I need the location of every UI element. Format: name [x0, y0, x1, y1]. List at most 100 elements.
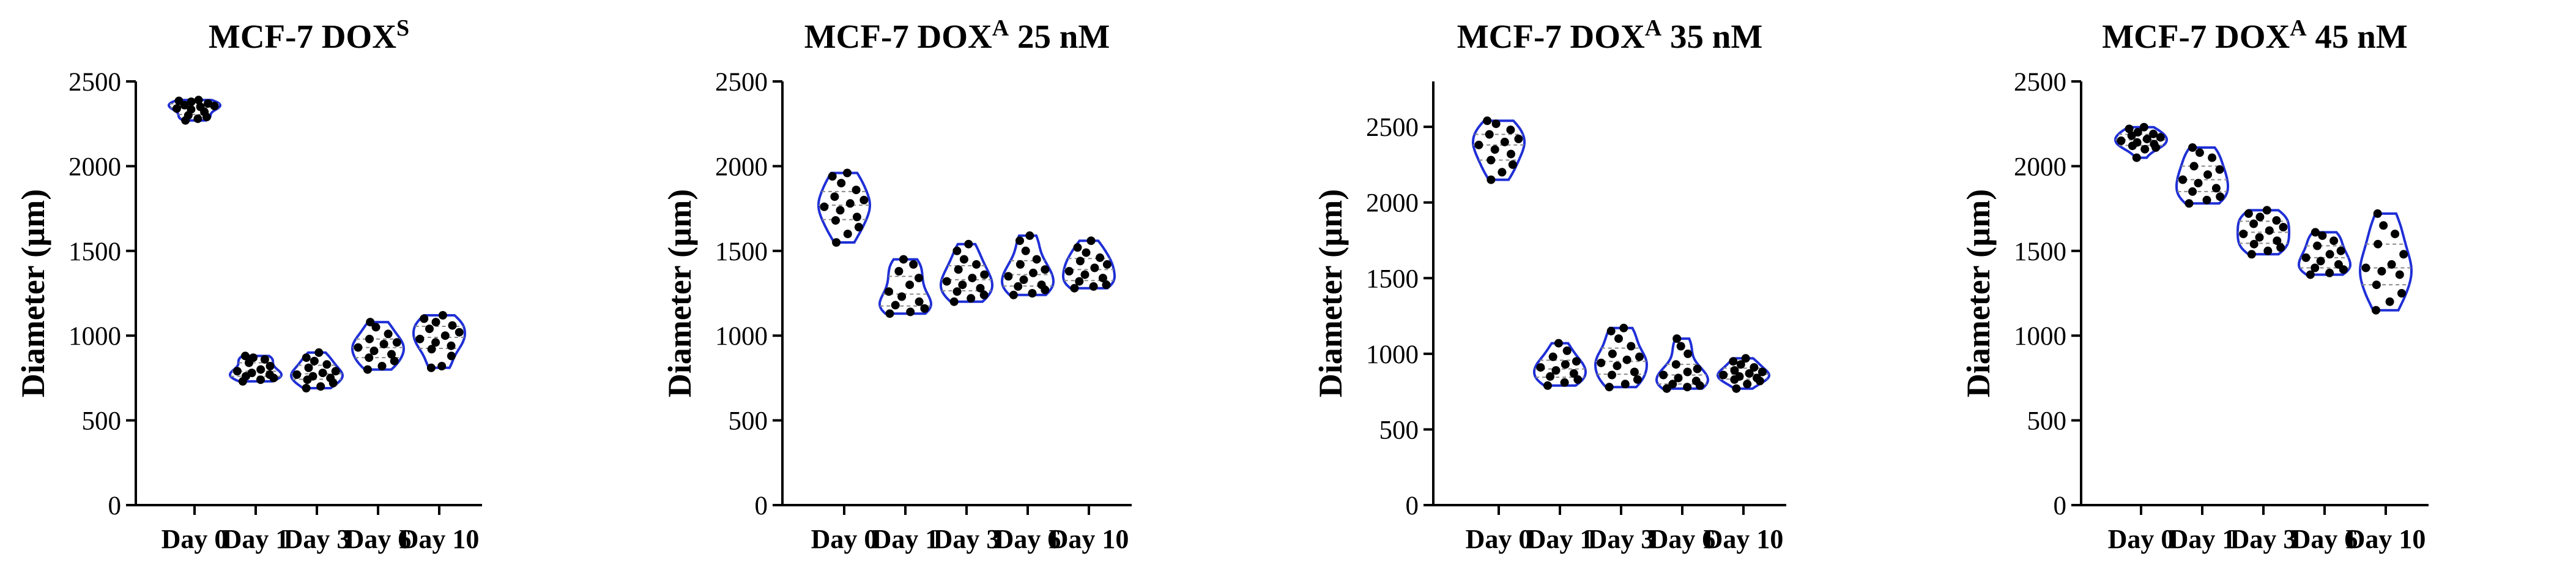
data-point: [915, 297, 924, 306]
x-tick-label: Day 1: [223, 524, 289, 554]
data-point: [2139, 122, 2148, 132]
data-point: [976, 283, 985, 293]
data-point: [379, 340, 388, 348]
data-point: [2188, 143, 2197, 152]
data-point: [292, 370, 302, 379]
y-tick-label: 2500: [715, 68, 768, 97]
data-point: [1080, 270, 1089, 279]
data-point: [2156, 133, 2165, 142]
data-point: [1691, 377, 1701, 386]
chart-title-suffix: 25 nM: [1009, 18, 1110, 55]
data-point: [2265, 226, 2274, 235]
data-point: [260, 355, 269, 364]
data-point: [958, 280, 967, 290]
x-tick-label: Day 1: [872, 524, 939, 554]
data-point: [2372, 280, 2381, 290]
data-point: [1041, 265, 1050, 274]
x-tick-label: Day 0: [1466, 524, 1532, 554]
data-point: [2178, 175, 2188, 184]
data-point: [2249, 219, 2259, 228]
data-point: [247, 369, 256, 378]
y-tick-label: 500: [82, 407, 122, 436]
data-point: [1485, 130, 1494, 139]
data-point: [1683, 349, 1693, 358]
data-point: [187, 105, 196, 114]
data-point: [363, 365, 372, 374]
data-point: [1032, 255, 1041, 264]
data-point: [331, 367, 340, 376]
data-point: [2216, 192, 2225, 201]
data-point: [906, 307, 915, 317]
data-point: [1098, 274, 1107, 283]
y-tick-label: 1500: [69, 238, 121, 266]
data-point: [1659, 370, 1668, 380]
data-point: [308, 372, 317, 381]
data-point: [427, 345, 436, 354]
data-point: [1674, 373, 1683, 383]
data-point: [1025, 231, 1034, 240]
data-point: [448, 321, 457, 330]
chart-title-superscript: A: [2290, 15, 2307, 41]
y-tick-label: 1500: [715, 238, 768, 266]
data-point: [2325, 268, 2334, 277]
data-point: [256, 375, 265, 384]
y-tick-label: 500: [729, 407, 768, 436]
data-point: [437, 362, 447, 370]
y-tick-label: 2500: [69, 68, 121, 97]
data-point: [314, 348, 324, 357]
data-point: [1613, 361, 1622, 370]
data-point: [2133, 128, 2142, 137]
data-point: [1750, 363, 1759, 372]
data-point: [196, 102, 205, 111]
data-point: [431, 338, 440, 347]
y-tick-label: 500: [2027, 407, 2067, 436]
data-point: [2194, 179, 2203, 188]
data-point: [438, 311, 447, 320]
data-point: [2391, 230, 2400, 239]
y-tick-label: 1500: [1366, 264, 1419, 293]
data-point: [967, 294, 976, 303]
data-point: [959, 255, 968, 264]
y-axis-label: Diameter (µm): [15, 189, 51, 397]
data-point: [952, 287, 962, 296]
x-tick-label: Day 10: [1049, 524, 1129, 554]
data-point: [1562, 346, 1572, 355]
data-point: [2316, 257, 2325, 266]
data-point: [420, 314, 429, 323]
data-point: [2239, 230, 2248, 239]
data-point: [2276, 243, 2285, 252]
data-point: [1608, 349, 1617, 358]
data-point: [2140, 144, 2150, 154]
data-point: [831, 216, 840, 225]
data-point: [2272, 216, 2281, 225]
data-point: [1619, 323, 1628, 332]
data-point: [2395, 270, 2404, 279]
chart-title-main: MCF-7 DOX: [804, 18, 992, 55]
data-point: [1543, 381, 1552, 390]
chart-title-main: MCF-7 DOX: [209, 18, 396, 55]
data-point: [1633, 375, 1642, 384]
data-point: [1676, 342, 1685, 351]
data-point: [859, 195, 869, 204]
data-point: [1668, 380, 1677, 389]
y-tick-label: 0: [108, 492, 122, 520]
y-axis-label: Diameter (µm): [1960, 189, 1997, 397]
data-point: [854, 223, 863, 231]
data-point: [1014, 282, 1023, 291]
data-point: [2273, 236, 2282, 246]
data-point: [2132, 138, 2142, 147]
data-point: [415, 334, 425, 343]
data-point: [2202, 195, 2211, 204]
data-point: [2244, 209, 2253, 218]
y-tick-label: 500: [1379, 416, 1419, 444]
data-point: [1729, 357, 1738, 366]
data-point: [1491, 119, 1501, 129]
data-point: [1546, 372, 1555, 381]
data-point: [392, 338, 401, 347]
data-point: [304, 363, 313, 372]
data-point: [1693, 364, 1702, 373]
data-point: [2255, 212, 2265, 222]
data-point: [2263, 246, 2273, 255]
data-point: [1500, 137, 1509, 146]
chart-title-main: MCF-7 DOX: [1457, 18, 1645, 55]
